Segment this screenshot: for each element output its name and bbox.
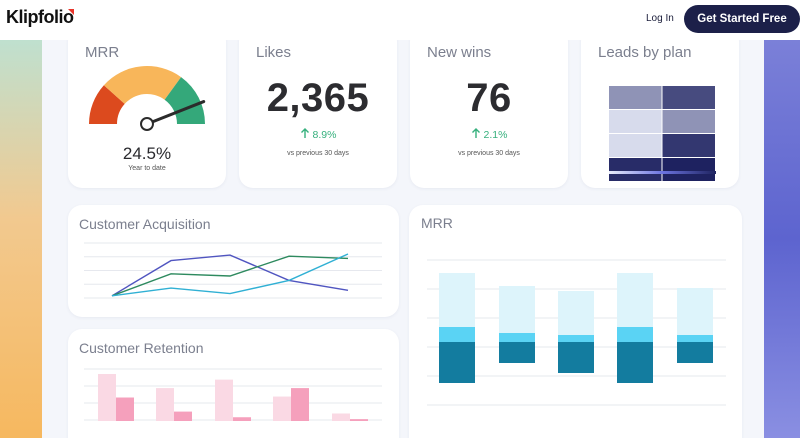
brand-logo[interactable]: Klipfolio: [6, 7, 74, 27]
mrr-gauge-card: MRR 24.5% Year to date: [68, 40, 226, 188]
bar: [273, 396, 291, 421]
leads-heatmap: [609, 86, 716, 181]
card-title: MRR: [421, 215, 453, 231]
card-title: Customer Acquisition: [79, 216, 211, 232]
heatmap-cell: [662, 134, 715, 157]
login-link[interactable]: Log In: [646, 13, 674, 24]
bar: [332, 413, 350, 421]
delta-value: 2.1%: [483, 129, 508, 141]
bar-segment: [677, 288, 713, 335]
mrr-gauge: [89, 66, 206, 131]
mrr-bar-card: MRR: [409, 205, 742, 438]
mrr-stacked-bar-chart: [427, 259, 726, 406]
bar-segment: [499, 333, 535, 342]
get-started-button[interactable]: Get Started Free: [684, 5, 800, 33]
bar-segment: [558, 291, 594, 335]
new-wins-card: New wins 76 2.1% vs previous 30 days: [410, 40, 568, 188]
gauge-value: 24.5%: [122, 144, 172, 163]
gauge-segment: [103, 66, 182, 104]
dashboard-preview: MRR 24.5% Year to date Likes 2,365 8.9% …: [42, 40, 764, 438]
bar: [116, 397, 134, 421]
heatmap-cell: [662, 110, 715, 133]
card-title: Customer Retention: [79, 340, 204, 356]
likes-delta: 8.9%: [239, 128, 397, 141]
card-title: New wins: [427, 44, 492, 61]
gauge-caption: Year to date: [128, 165, 166, 172]
likes-card: Likes 2,365 8.9% vs previous 30 days: [239, 40, 397, 188]
bar: [291, 388, 309, 421]
likes-period: vs previous 30 days: [287, 150, 349, 157]
top-navigation: Klipfolio Log In Get Started Free: [0, 0, 800, 40]
card-title: Leads by plan: [598, 44, 692, 61]
bar: [98, 374, 116, 421]
logo-mark-icon: [68, 9, 74, 15]
hero-stage: MRR 24.5% Year to date Likes 2,365 8.9% …: [0, 40, 800, 438]
series-line: [111, 255, 349, 297]
gauge-hub: [140, 117, 154, 131]
new-wins-delta: 2.1%: [410, 128, 568, 141]
series-line: [111, 253, 349, 297]
new-wins-value: 76: [466, 76, 512, 120]
bar-segment: [439, 327, 475, 342]
delta-value: 8.9%: [312, 129, 337, 141]
gauge-needle: [145, 100, 206, 126]
bar-segment: [558, 342, 594, 373]
acquisition-line-chart: [84, 242, 382, 299]
heatmap-scale-bar: [609, 171, 716, 174]
arrow-up-icon: [471, 128, 480, 138]
leads-by-plan-card: Leads by plan: [581, 40, 739, 188]
bar-segment: [439, 273, 475, 327]
bar: [233, 417, 251, 421]
customer-acquisition-card: Customer Acquisition: [68, 205, 399, 317]
card-title: Likes: [256, 44, 292, 61]
new-wins-period: vs previous 30 days: [458, 150, 520, 157]
bar-segment: [677, 342, 713, 363]
bar: [215, 379, 233, 421]
gauge-segment: [89, 85, 125, 124]
bar: [350, 419, 368, 421]
bar: [174, 411, 192, 421]
heatmap-cell: [609, 134, 662, 157]
heatmap-cell: [609, 110, 662, 133]
retention-bar-chart: [84, 368, 382, 421]
background-gradient-left: [0, 40, 42, 438]
bar-segment: [617, 273, 653, 327]
customer-retention-card: Customer Retention: [68, 329, 399, 438]
card-title: MRR: [85, 44, 120, 61]
bar-segment: [499, 342, 535, 363]
bar-segment: [439, 342, 475, 383]
heatmap-cell: [609, 158, 662, 181]
bar-segment: [617, 327, 653, 342]
heatmap-cell: [609, 86, 662, 109]
arrow-up-icon: [300, 128, 309, 138]
bar-segment: [617, 342, 653, 383]
bar-segment: [499, 286, 535, 333]
heatmap-cell: [662, 158, 715, 181]
likes-value: 2,365: [266, 76, 370, 120]
series-line: [111, 254, 349, 297]
background-gradient-right: [764, 40, 800, 438]
bar-segment: [558, 335, 594, 342]
bar-segment: [677, 335, 713, 342]
bar: [156, 388, 174, 421]
heatmap-cell: [662, 86, 715, 109]
